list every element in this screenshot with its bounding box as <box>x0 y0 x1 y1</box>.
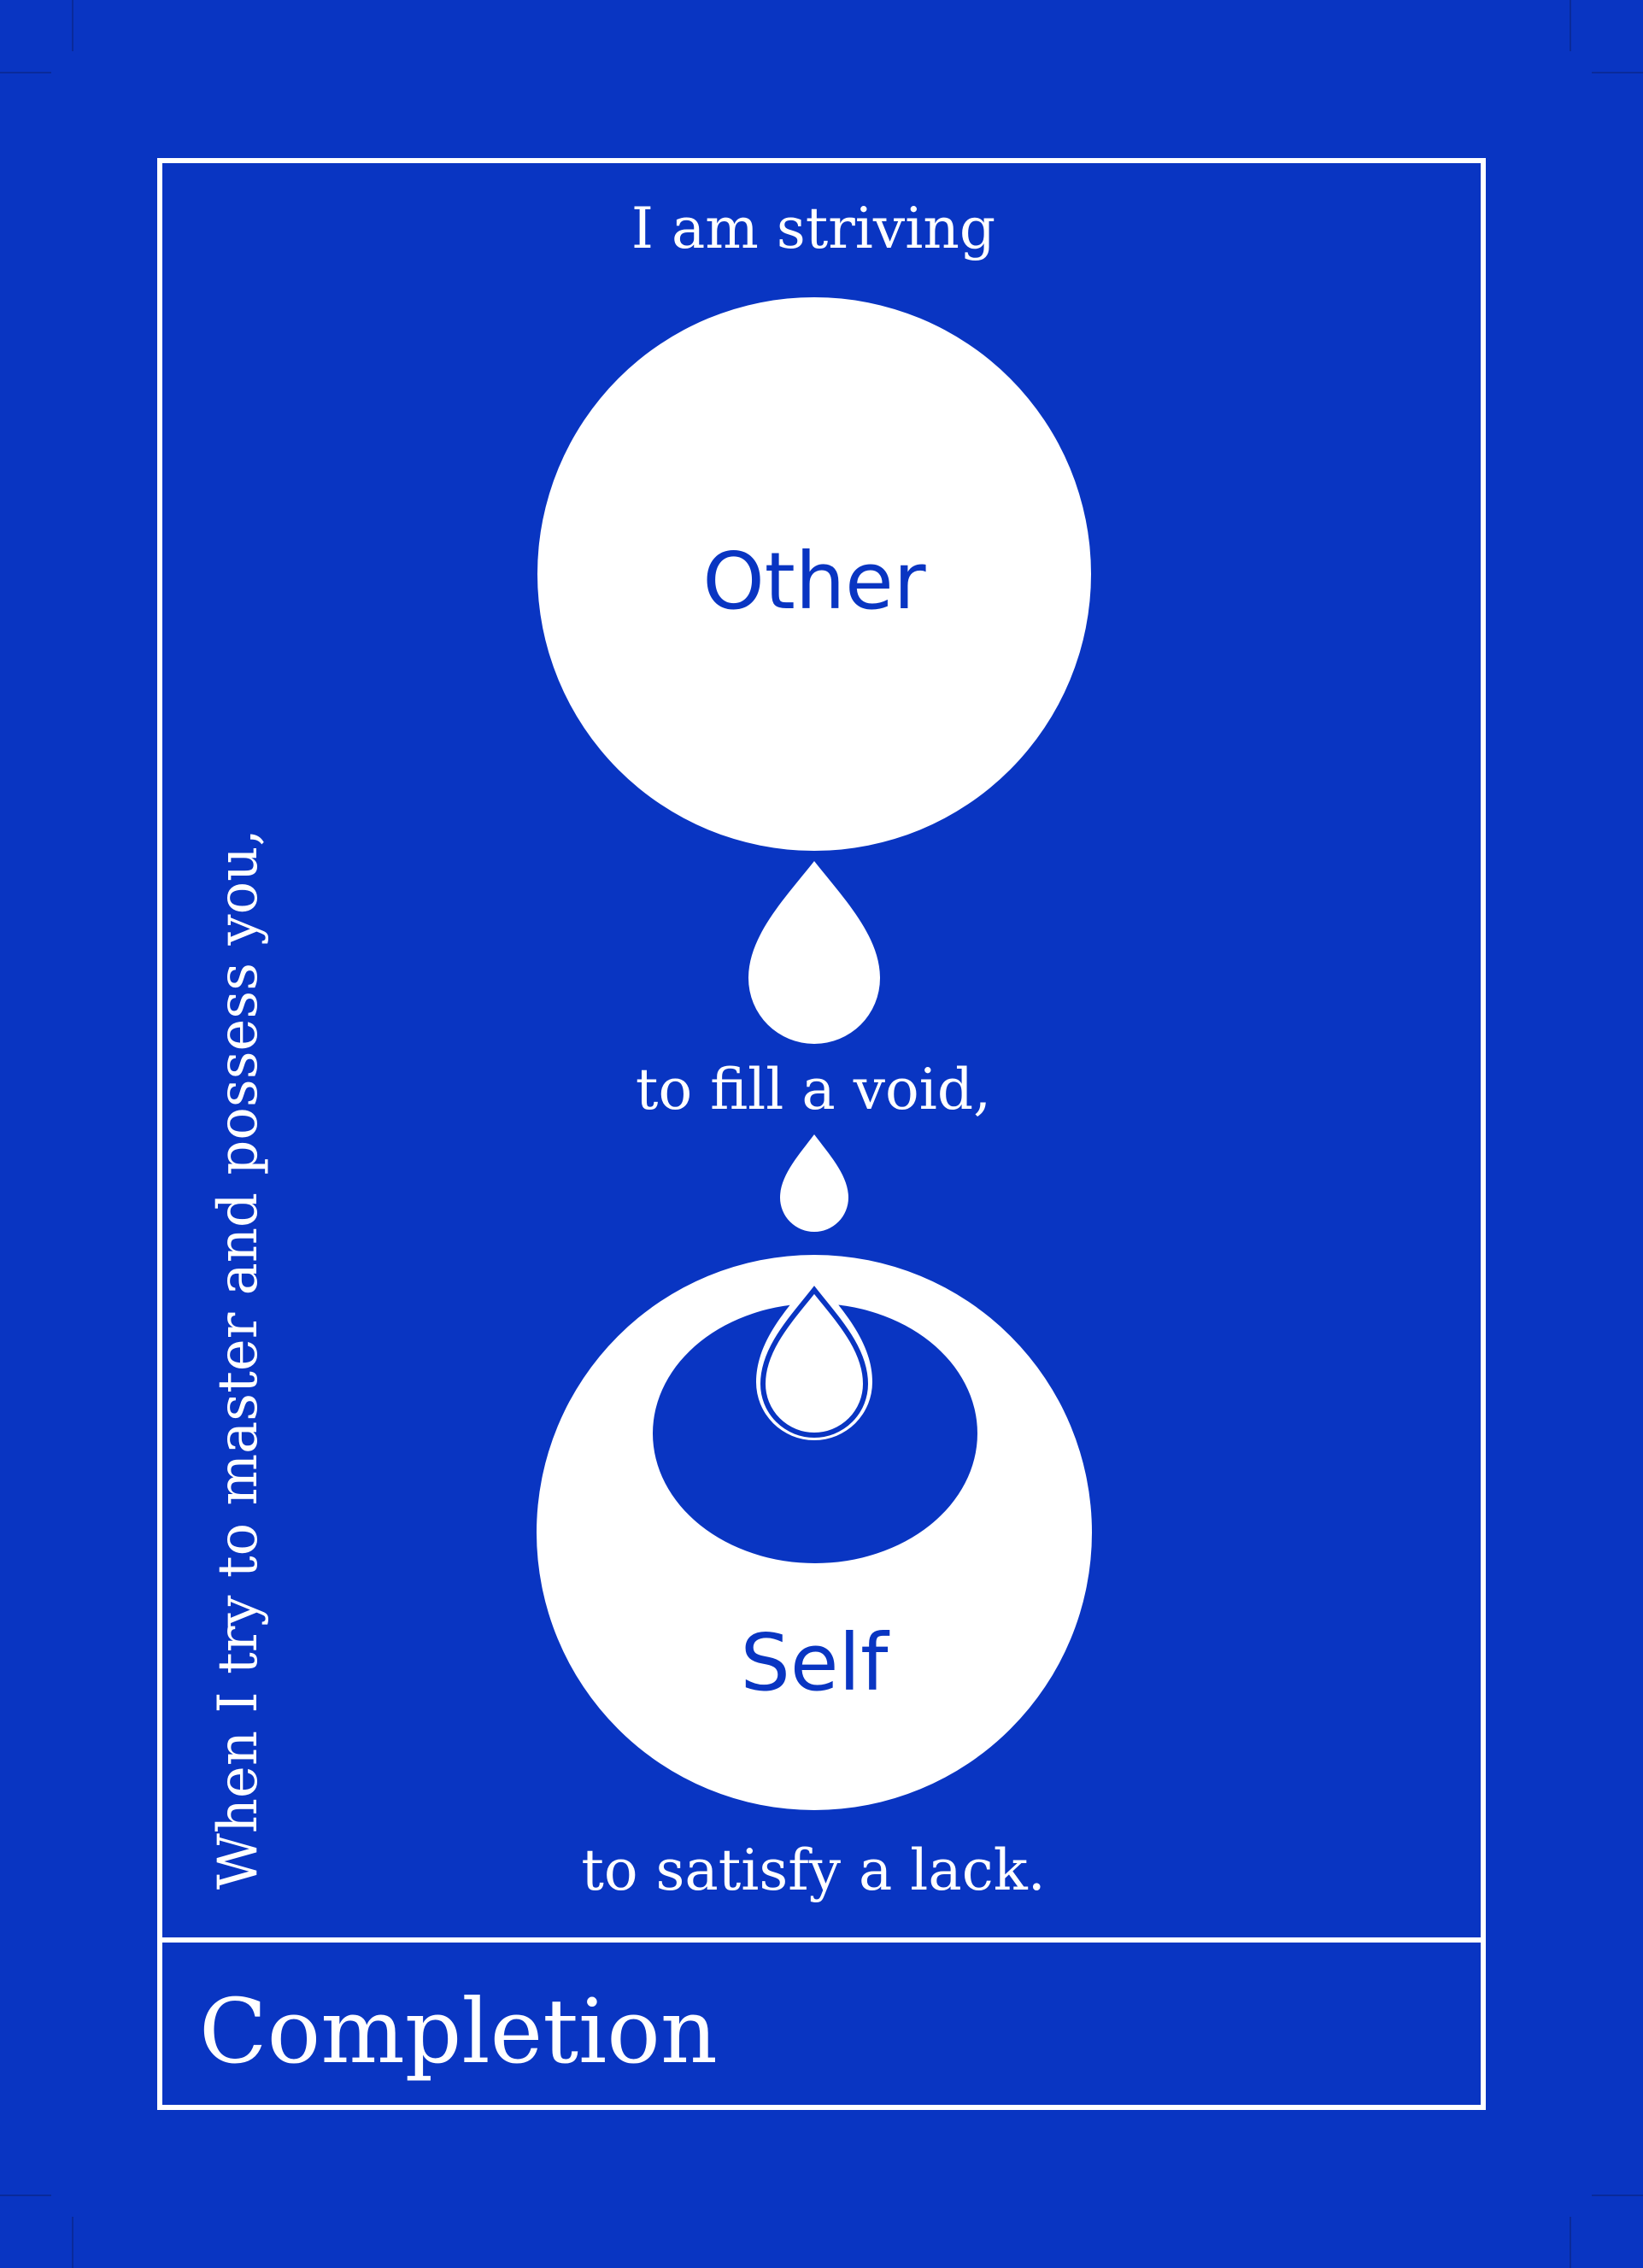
outer-frame <box>157 158 1486 2110</box>
bottom-text: to satisfy a lack. <box>581 1837 1045 1903</box>
other-label: Other <box>702 536 925 627</box>
large-drop-icon <box>748 861 880 1044</box>
void-drop-inner <box>760 1286 869 1438</box>
small-drop-icon <box>780 1134 848 1232</box>
other-circle <box>537 297 1091 851</box>
middle-text: to fill a void, <box>636 1057 991 1122</box>
card-title: Completion <box>199 1979 718 2083</box>
top-text: I am striving <box>631 196 995 261</box>
side-text: When I try to master and possess you, <box>207 829 270 1890</box>
self-label: Self <box>741 1617 891 1708</box>
